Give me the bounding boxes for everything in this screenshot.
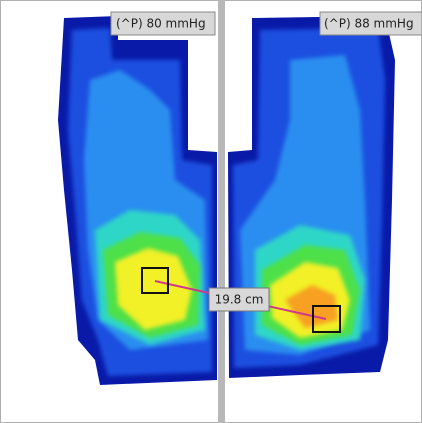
left-pressure-map bbox=[58, 16, 217, 385]
marker-square bbox=[141, 267, 169, 294]
zone-orange bbox=[285, 285, 338, 328]
measurement-label: 19.8 cm bbox=[215, 293, 264, 307]
marker-square bbox=[312, 305, 341, 333]
measurement-box bbox=[208, 287, 270, 312]
right-pressure-map bbox=[228, 16, 395, 378]
label-box bbox=[110, 11, 216, 36]
panel-divider bbox=[218, 0, 225, 423]
panel-label: (^P) 80 mmHg bbox=[116, 17, 206, 31]
label-box bbox=[319, 11, 422, 36]
panel-label: (^P) 88 mmHg bbox=[324, 17, 414, 31]
zone-yellow bbox=[115, 248, 192, 330]
